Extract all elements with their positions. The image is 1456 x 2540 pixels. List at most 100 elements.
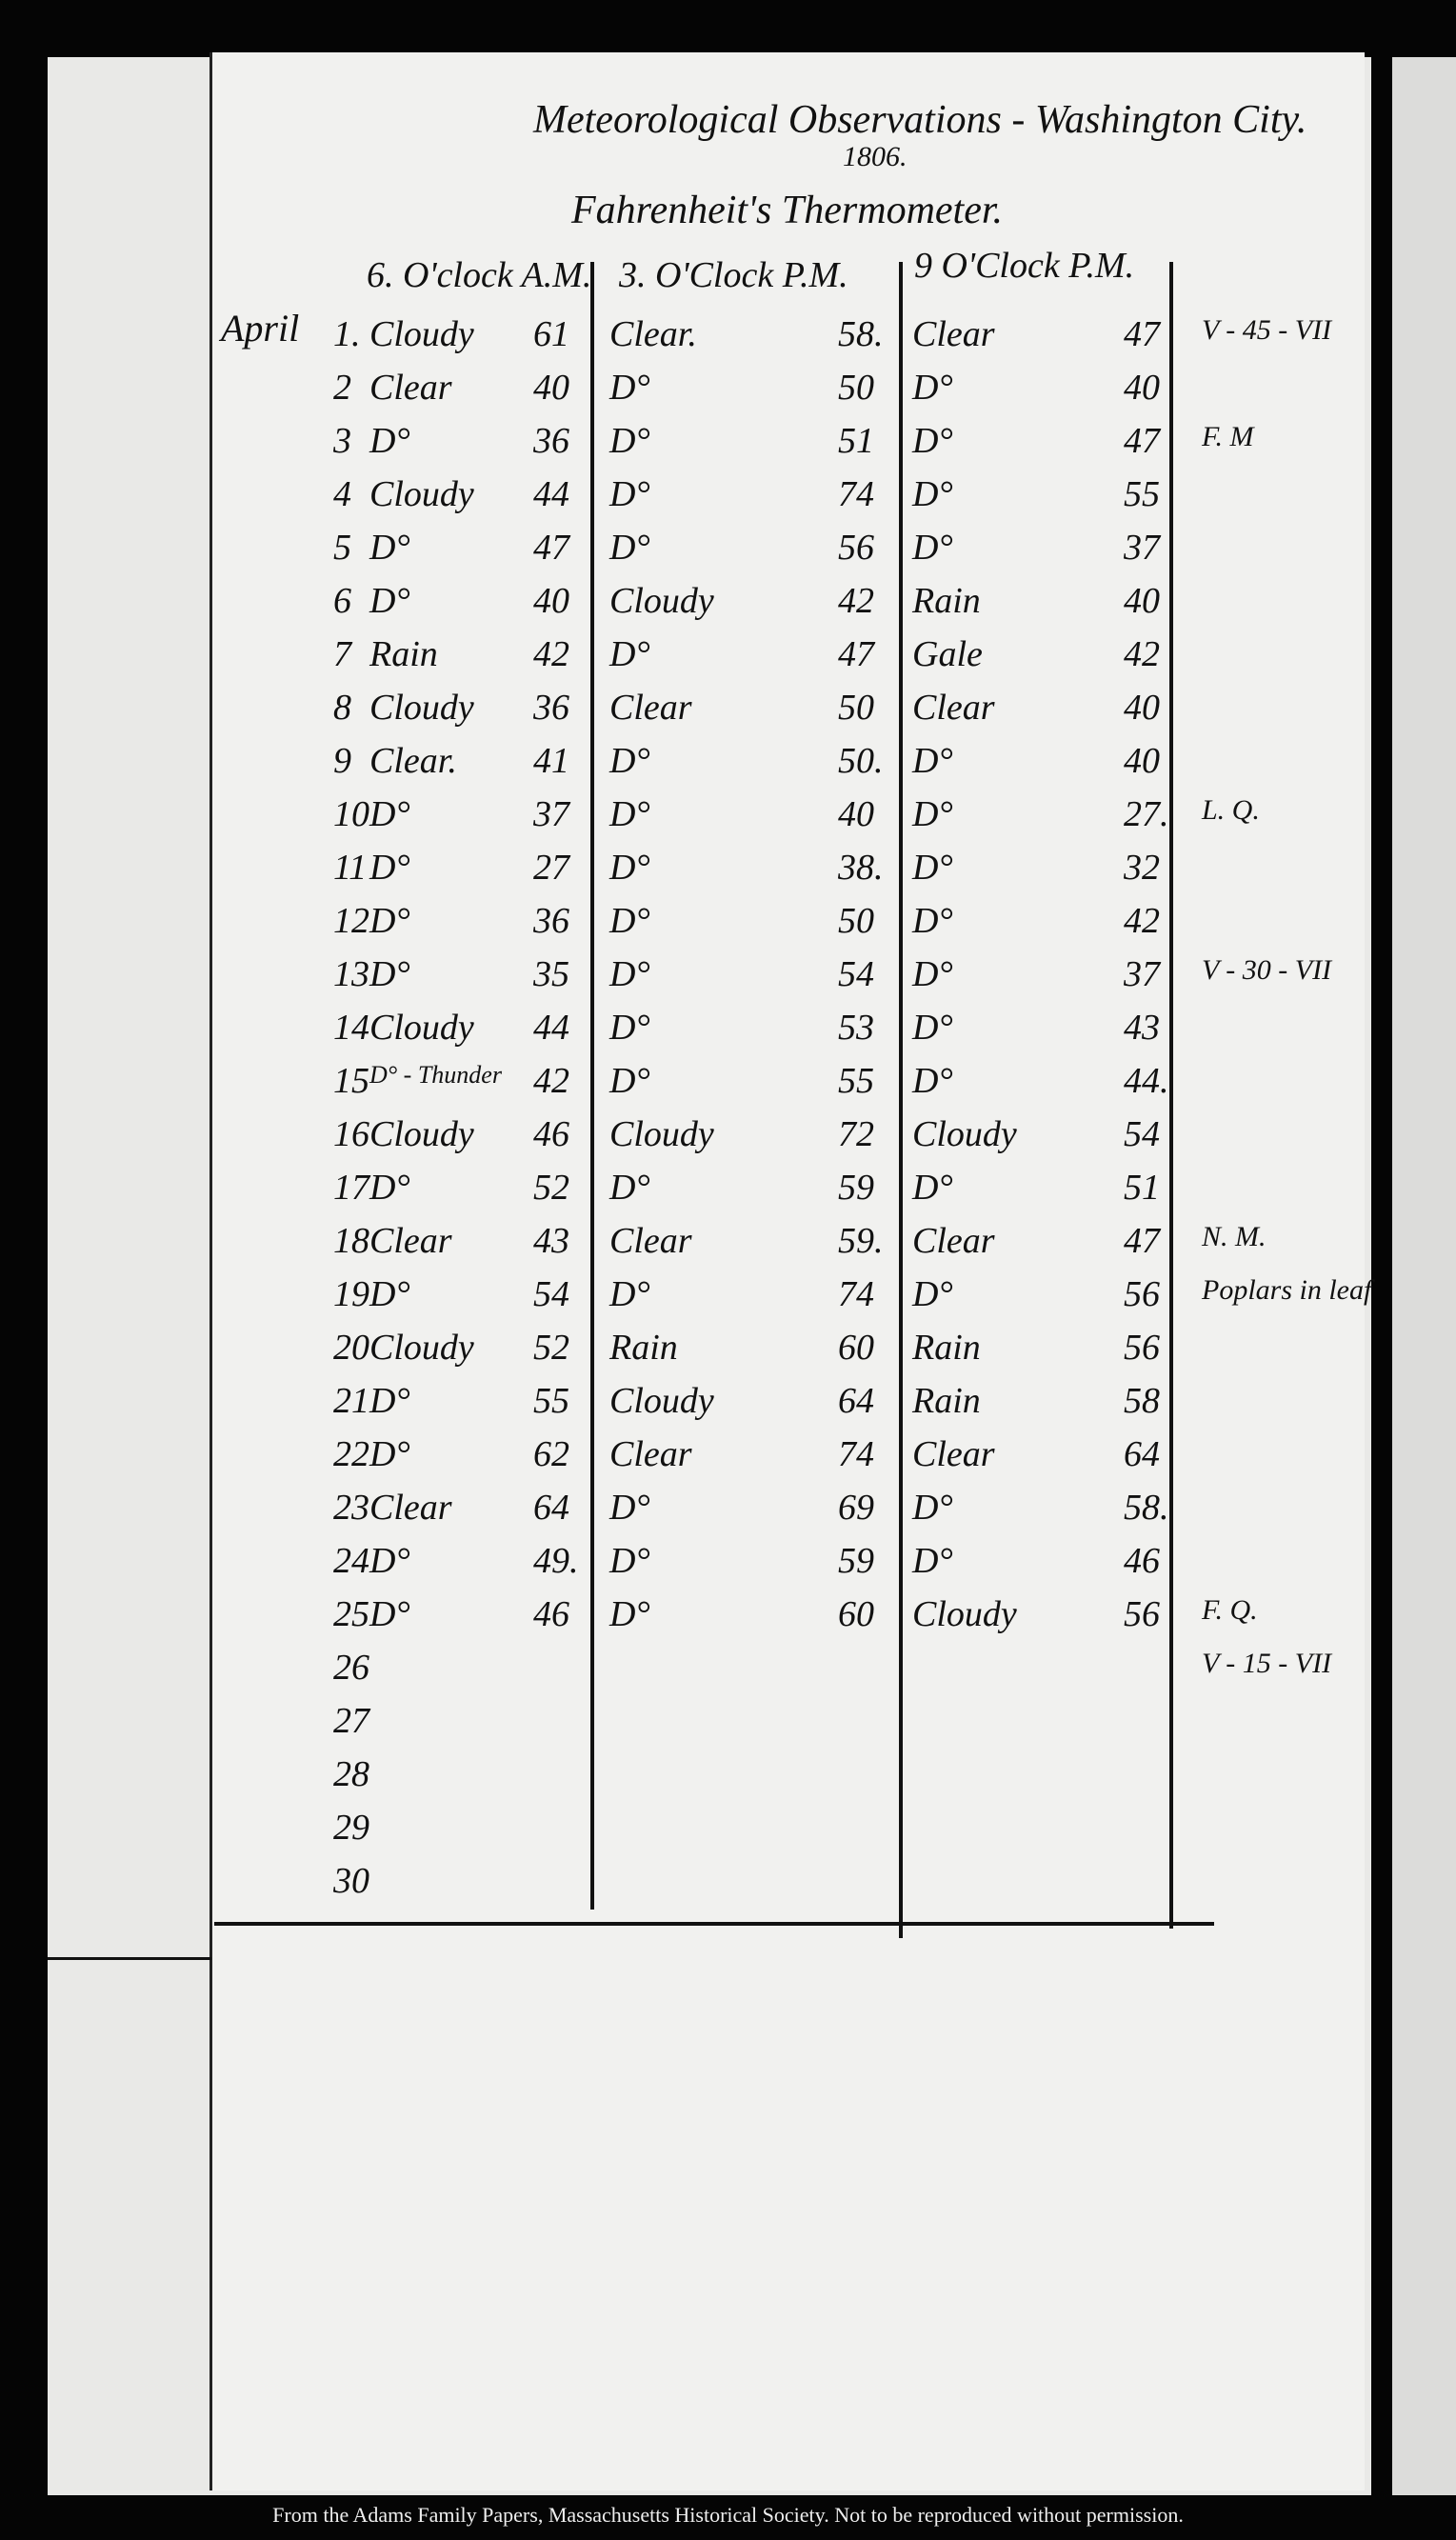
day-number: 9 <box>333 741 351 781</box>
eve-temp: 58. <box>1124 1488 1169 1528</box>
eve-weather: D° <box>912 794 953 834</box>
pm-temp: 59. <box>838 1221 884 1261</box>
am-weather: Clear <box>369 1488 452 1528</box>
column-header: 6. O'clock A.M. <box>367 255 592 295</box>
eve-temp: 47 <box>1124 421 1160 461</box>
subtitle: Fahrenheit's Thermometer. <box>571 189 1004 232</box>
pm-weather: D° <box>609 1061 650 1101</box>
am-temp: 42 <box>533 634 569 674</box>
eve-weather: D° <box>912 901 953 941</box>
pm-temp: 50 <box>838 368 874 408</box>
pm-weather: D° <box>609 1274 650 1314</box>
am-temp: 62 <box>533 1434 569 1474</box>
pm-temp: 55 <box>838 1061 874 1101</box>
am-weather: Rain <box>369 634 438 674</box>
pm-weather: D° <box>609 421 650 461</box>
title: Meteorological Observations - Washington… <box>533 98 1307 142</box>
eve-temp: 40 <box>1124 688 1160 728</box>
eve-temp: 44. <box>1124 1061 1169 1101</box>
eve-temp: 58 <box>1124 1381 1160 1421</box>
pm-weather: D° <box>609 634 650 674</box>
am-temp: 36 <box>533 421 569 461</box>
pm-temp: 72 <box>838 1114 874 1154</box>
year: 1806. <box>843 141 908 172</box>
eve-temp: 64 <box>1124 1434 1160 1474</box>
pm-temp: 58. <box>838 314 884 354</box>
eve-temp: 42 <box>1124 634 1160 674</box>
pm-temp: 60 <box>838 1594 874 1634</box>
am-temp: 27 <box>533 848 569 888</box>
eve-temp: 55 <box>1124 474 1160 514</box>
note: Poplars in leaf <box>1202 1274 1372 1306</box>
column-header: 9 O'Clock P.M. <box>914 246 1135 286</box>
pm-weather: D° <box>609 794 650 834</box>
pm-temp: 51 <box>838 421 874 461</box>
day-number: 7 <box>333 634 351 674</box>
column-rule <box>899 262 903 1938</box>
am-weather: D° <box>369 901 410 941</box>
day-number: 6 <box>333 581 351 621</box>
day-number: 11 <box>333 848 368 888</box>
eve-weather: Cloudy <box>912 1114 1017 1154</box>
am-temp: 46 <box>533 1114 569 1154</box>
eve-temp: 56 <box>1124 1274 1160 1314</box>
pm-temp: 74 <box>838 474 874 514</box>
am-weather: D° <box>369 1434 410 1474</box>
day-number: 21 <box>333 1381 369 1421</box>
eve-temp: 51 <box>1124 1168 1160 1208</box>
day-number: 13 <box>333 954 369 994</box>
pm-weather: Clear <box>609 1434 692 1474</box>
note: V - 15 - VII <box>1202 1648 1332 1679</box>
eve-temp: 40 <box>1124 741 1160 781</box>
pm-temp: 59 <box>838 1168 874 1208</box>
eve-weather: D° <box>912 1274 953 1314</box>
am-weather: D° <box>369 848 410 888</box>
footer: From the Adams Family Papers, Massachuse… <box>272 2503 1184 2527</box>
eve-weather: D° <box>912 1061 953 1101</box>
day-number: 20 <box>333 1328 369 1368</box>
pm-weather: Cloudy <box>609 581 714 621</box>
pm-weather: D° <box>609 528 650 568</box>
am-weather: D° <box>369 1541 410 1581</box>
am-temp: 61 <box>533 314 569 354</box>
sheet <box>209 52 1365 2490</box>
eve-temp: 47 <box>1124 1221 1160 1261</box>
eve-temp: 40 <box>1124 581 1160 621</box>
am-weather: D° <box>369 421 410 461</box>
day-number: 3 <box>333 421 351 461</box>
am-weather: Cloudy <box>369 474 474 514</box>
am-weather: D° <box>369 794 410 834</box>
eve-weather: D° <box>912 1168 953 1208</box>
pm-temp: 42 <box>838 581 874 621</box>
day-number: 26 <box>333 1648 369 1688</box>
pm-weather: Clear. <box>609 314 697 354</box>
pm-temp: 74 <box>838 1434 874 1474</box>
pm-temp: 60 <box>838 1328 874 1368</box>
month: April <box>221 307 300 350</box>
eve-weather: D° <box>912 421 953 461</box>
pm-temp: 50 <box>838 901 874 941</box>
pm-weather: Rain <box>609 1328 678 1368</box>
day-number: 19 <box>333 1274 369 1314</box>
note: V - 30 - VII <box>1202 954 1332 986</box>
day-number: 24 <box>333 1541 369 1581</box>
eve-weather: Rain <box>912 1381 981 1421</box>
am-weather: D° <box>369 1274 410 1314</box>
eve-weather: D° <box>912 368 953 408</box>
day-number: 25 <box>333 1594 369 1634</box>
am-temp: 52 <box>533 1328 569 1368</box>
margin-rule <box>48 1957 211 1960</box>
eve-weather: D° <box>912 1008 953 1048</box>
pm-temp: 59 <box>838 1541 874 1581</box>
am-weather: Clear <box>369 368 452 408</box>
pm-temp: 40 <box>838 794 874 834</box>
day-number: 29 <box>333 1808 369 1848</box>
am-weather: Cloudy <box>369 1008 474 1048</box>
pm-temp: 53 <box>838 1008 874 1048</box>
am-temp: 44 <box>533 474 569 514</box>
eve-temp: 56 <box>1124 1594 1160 1634</box>
day-number: 14 <box>333 1008 369 1048</box>
am-temp: 40 <box>533 581 569 621</box>
day-number: 22 <box>333 1434 369 1474</box>
pm-weather: D° <box>609 901 650 941</box>
